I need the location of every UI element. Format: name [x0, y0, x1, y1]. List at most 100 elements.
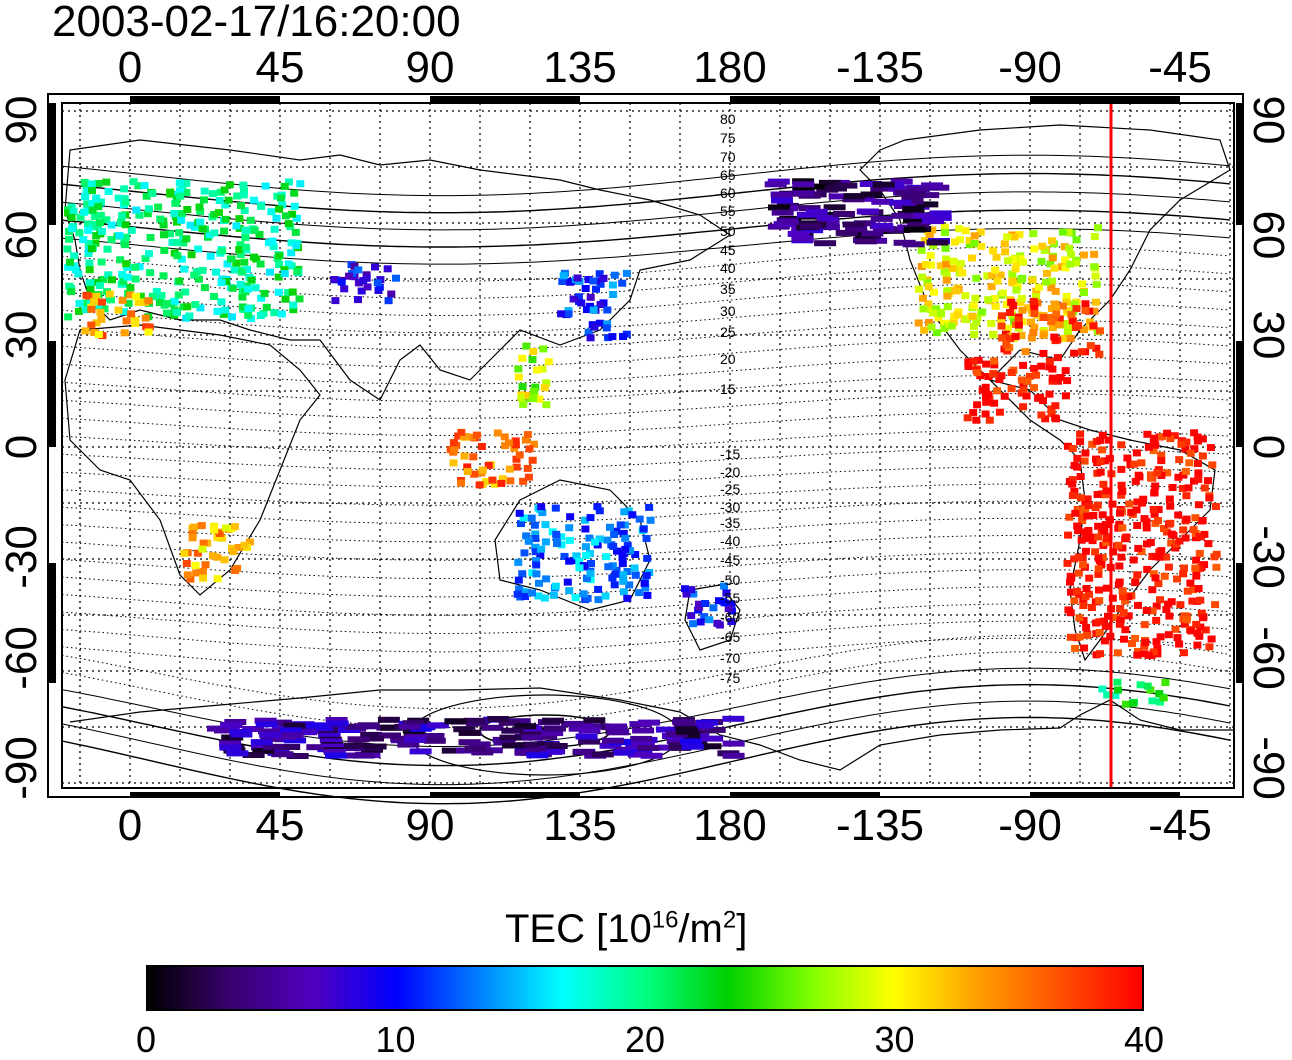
tec-point [1140, 515, 1149, 523]
tec-point [998, 289, 1007, 297]
tec-point [205, 231, 214, 239]
tec-point [825, 185, 847, 192]
tec-point [1075, 633, 1084, 641]
tec-point [116, 256, 125, 264]
tec-point [498, 719, 521, 726]
tec-point [197, 522, 206, 530]
tec-point [962, 316, 971, 323]
tec-point [316, 727, 339, 734]
tec-point [1165, 495, 1174, 503]
tec-point [64, 313, 73, 321]
tec-point [982, 398, 991, 406]
tec-point [1163, 429, 1172, 437]
tec-point [1047, 305, 1056, 312]
tec-point [1134, 648, 1142, 655]
tec-point [143, 210, 152, 218]
tec-point [630, 735, 653, 742]
tec-point [118, 296, 127, 304]
tec-point [192, 569, 201, 577]
tec-point [223, 260, 232, 268]
tec-point [229, 548, 238, 556]
contour-labels: 80 75 70 65 60 55 50 45 40 35 30 25 20 15 -15 -20-25 -30… [720, 111, 740, 686]
tec-point [219, 310, 228, 318]
tec-point [100, 305, 109, 313]
tec-point [1161, 679, 1170, 686]
tec-point [208, 190, 217, 198]
tec-point [557, 533, 566, 541]
tec-point [524, 537, 533, 545]
tec-point [1133, 571, 1142, 579]
tec-point [1037, 257, 1046, 265]
tec-point [283, 722, 306, 729]
tec-point [1164, 631, 1173, 639]
tec-point [970, 331, 979, 338]
tec-point [238, 293, 247, 301]
tec-point [242, 726, 265, 732]
coastline [64, 324, 321, 596]
tec-point [1160, 572, 1169, 580]
tec-point [1074, 569, 1083, 577]
tec-point [1117, 491, 1126, 499]
tec-point [1002, 341, 1011, 349]
tec-point [515, 451, 524, 459]
tec-point [156, 215, 165, 223]
tec-point [607, 729, 630, 736]
contour-label: 20 [720, 351, 736, 367]
tec-point [1155, 553, 1164, 561]
tec-point [1195, 632, 1204, 640]
tec-point [1166, 519, 1175, 527]
tec-point [91, 213, 100, 221]
tec-point [79, 236, 88, 244]
tec-point [696, 618, 705, 626]
tec-point [154, 203, 163, 211]
tec-point [267, 208, 276, 216]
tec-point [1190, 477, 1198, 485]
tec-point [619, 529, 628, 537]
tec-point [233, 192, 242, 200]
tec-point [563, 578, 572, 586]
tec-point [1019, 386, 1028, 394]
tec-point [373, 279, 382, 287]
tec-point [514, 749, 537, 756]
tec-point [1154, 580, 1163, 588]
tec-point [574, 293, 583, 301]
tec-point [1042, 278, 1050, 286]
tec-point [805, 183, 828, 190]
tec-point [95, 282, 104, 290]
tec-point [1021, 348, 1030, 356]
tec-point [871, 222, 894, 229]
contour-label: 55 [720, 203, 736, 219]
tec-point [917, 192, 940, 199]
tec-point [92, 319, 101, 327]
tec-point [121, 233, 130, 241]
tec-point [104, 271, 113, 279]
tec-point [1071, 644, 1080, 652]
left-axis-tick: 30 [0, 310, 46, 360]
tec-point [1086, 318, 1094, 326]
tec-point [993, 387, 1002, 395]
tec-point [141, 255, 150, 263]
tec-point [842, 221, 865, 228]
tec-point [969, 357, 978, 365]
tec-point [995, 408, 1004, 416]
tec-point [542, 401, 551, 409]
tec-point [284, 260, 293, 268]
tec-point [1171, 625, 1180, 633]
tec-point [591, 751, 614, 758]
tec-point [132, 293, 140, 300]
tec-point [1167, 539, 1176, 547]
tec-point [251, 284, 260, 292]
contour-line [61, 429, 1231, 454]
tec-point [182, 179, 191, 187]
tec-point [861, 230, 884, 237]
tec-point [1091, 504, 1100, 512]
tec-point [1157, 457, 1166, 465]
tec-point [119, 278, 128, 285]
tec-point [1178, 484, 1187, 492]
tec-point [1140, 642, 1149, 650]
tec-point [122, 317, 131, 325]
tec-point [601, 592, 610, 600]
tec-point [577, 299, 586, 307]
tec-point [941, 244, 950, 252]
tec-point [159, 272, 168, 280]
